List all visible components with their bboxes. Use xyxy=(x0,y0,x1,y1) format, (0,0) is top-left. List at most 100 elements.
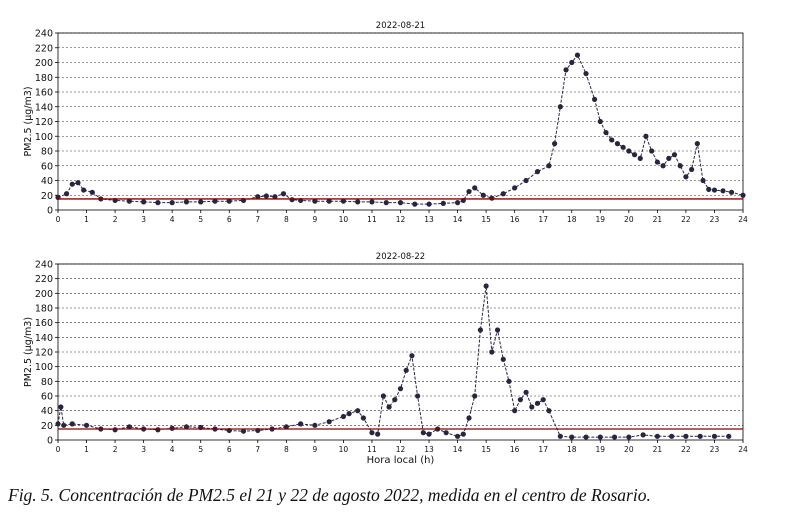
x-tick-label: 20 xyxy=(624,215,634,224)
data-point xyxy=(557,433,563,439)
data-point xyxy=(720,188,726,194)
x-tick-label: 18 xyxy=(567,215,577,224)
x-tick-label: 2 xyxy=(113,215,118,224)
data-point xyxy=(263,193,269,199)
data-point xyxy=(397,386,404,392)
data-point xyxy=(557,104,563,110)
data-point xyxy=(346,411,352,417)
data-point xyxy=(512,408,518,414)
data-point xyxy=(340,198,347,204)
x-tick-label: 4 xyxy=(170,445,175,454)
data-point xyxy=(480,192,486,198)
x-tick-label: 20 xyxy=(624,445,634,454)
data-point xyxy=(711,433,718,439)
y-tick-label: 20 xyxy=(41,191,53,202)
data-point xyxy=(583,434,589,440)
data-point xyxy=(466,415,472,421)
figure: 0 20 40 60 80 100 120 140 160 180 200 220 240 0 1 2 3 4 5 6… xyxy=(23,21,748,466)
x-tick-label: 15 xyxy=(481,445,491,454)
x-tick-label: 5 xyxy=(198,215,203,224)
data-point xyxy=(700,177,706,184)
data-point xyxy=(420,430,426,436)
data-point xyxy=(126,198,132,204)
data-point xyxy=(597,118,603,125)
x-tick-label: 13 xyxy=(424,215,434,224)
data-point xyxy=(466,188,472,195)
data-point xyxy=(340,413,347,420)
data-point xyxy=(212,198,218,204)
data-point xyxy=(280,191,287,197)
x-tick-label: 8 xyxy=(284,445,289,454)
data-point xyxy=(141,199,147,205)
chart-title: 2022-08-21 xyxy=(376,21,425,31)
y-tick-label: 220 xyxy=(35,43,53,54)
y-tick-label: 160 xyxy=(35,88,53,99)
y-tick-label: 60 xyxy=(41,392,53,403)
x-tick-label: 9 xyxy=(312,215,317,224)
data-point xyxy=(494,327,501,333)
data-point xyxy=(611,434,618,440)
data-point xyxy=(240,428,247,434)
data-point xyxy=(706,186,712,192)
data-point xyxy=(626,148,632,154)
data-point xyxy=(397,200,404,206)
data-point xyxy=(360,415,366,421)
x-tick-label: 0 xyxy=(56,215,61,224)
x-tick-label: 17 xyxy=(538,445,548,454)
x-tick-label: 19 xyxy=(596,215,606,224)
data-point xyxy=(563,67,569,73)
x-tick-label: 16 xyxy=(510,215,520,224)
x-tick-label: 12 xyxy=(396,445,406,454)
data-point xyxy=(534,400,541,406)
data-point xyxy=(460,431,466,437)
data-point xyxy=(289,197,295,203)
data-point xyxy=(640,432,646,438)
data-point xyxy=(198,199,204,205)
series-line xyxy=(57,54,744,205)
axes-frame xyxy=(57,263,744,441)
data-point xyxy=(740,192,746,198)
x-tick-label: 5 xyxy=(198,445,203,454)
data-point xyxy=(631,152,638,158)
data-point xyxy=(689,166,695,173)
data-point xyxy=(226,198,232,204)
x-tick-label: 11 xyxy=(367,215,377,224)
data-point xyxy=(637,155,643,161)
data-point xyxy=(569,59,575,66)
data-point xyxy=(472,393,478,399)
data-point xyxy=(489,195,495,201)
data-point xyxy=(512,185,518,191)
y-tick-label: 100 xyxy=(35,362,53,373)
data-point xyxy=(380,393,386,399)
data-point xyxy=(440,200,446,206)
data-point xyxy=(523,389,529,395)
data-point xyxy=(326,198,332,204)
data-point xyxy=(666,155,672,161)
data-point xyxy=(326,419,332,425)
x-tick-label: 7 xyxy=(255,215,260,224)
data-point xyxy=(546,163,552,169)
x-tick-label: 1 xyxy=(84,215,89,224)
data-point xyxy=(312,422,318,428)
data-point xyxy=(552,141,558,147)
y-tick-label: 120 xyxy=(35,348,53,359)
data-point xyxy=(126,424,132,430)
data-point xyxy=(694,141,700,147)
data-point xyxy=(574,52,581,58)
data-point xyxy=(155,427,161,433)
x-tick-label: 14 xyxy=(453,445,463,454)
y-axis-label: PM2.5 (µg/m3) xyxy=(23,86,34,156)
data-point xyxy=(375,431,381,437)
x-tick-label: 23 xyxy=(710,445,720,454)
data-point xyxy=(89,189,95,195)
data-point xyxy=(626,434,632,440)
x-tick-label: 7 xyxy=(255,445,260,454)
data-point xyxy=(620,144,626,150)
data-point xyxy=(81,187,87,193)
x-axis-label: Hora local (h) xyxy=(367,455,435,466)
x-tick-label: 19 xyxy=(596,445,606,454)
y-tick-label: 100 xyxy=(35,132,53,143)
data-point xyxy=(155,200,161,206)
